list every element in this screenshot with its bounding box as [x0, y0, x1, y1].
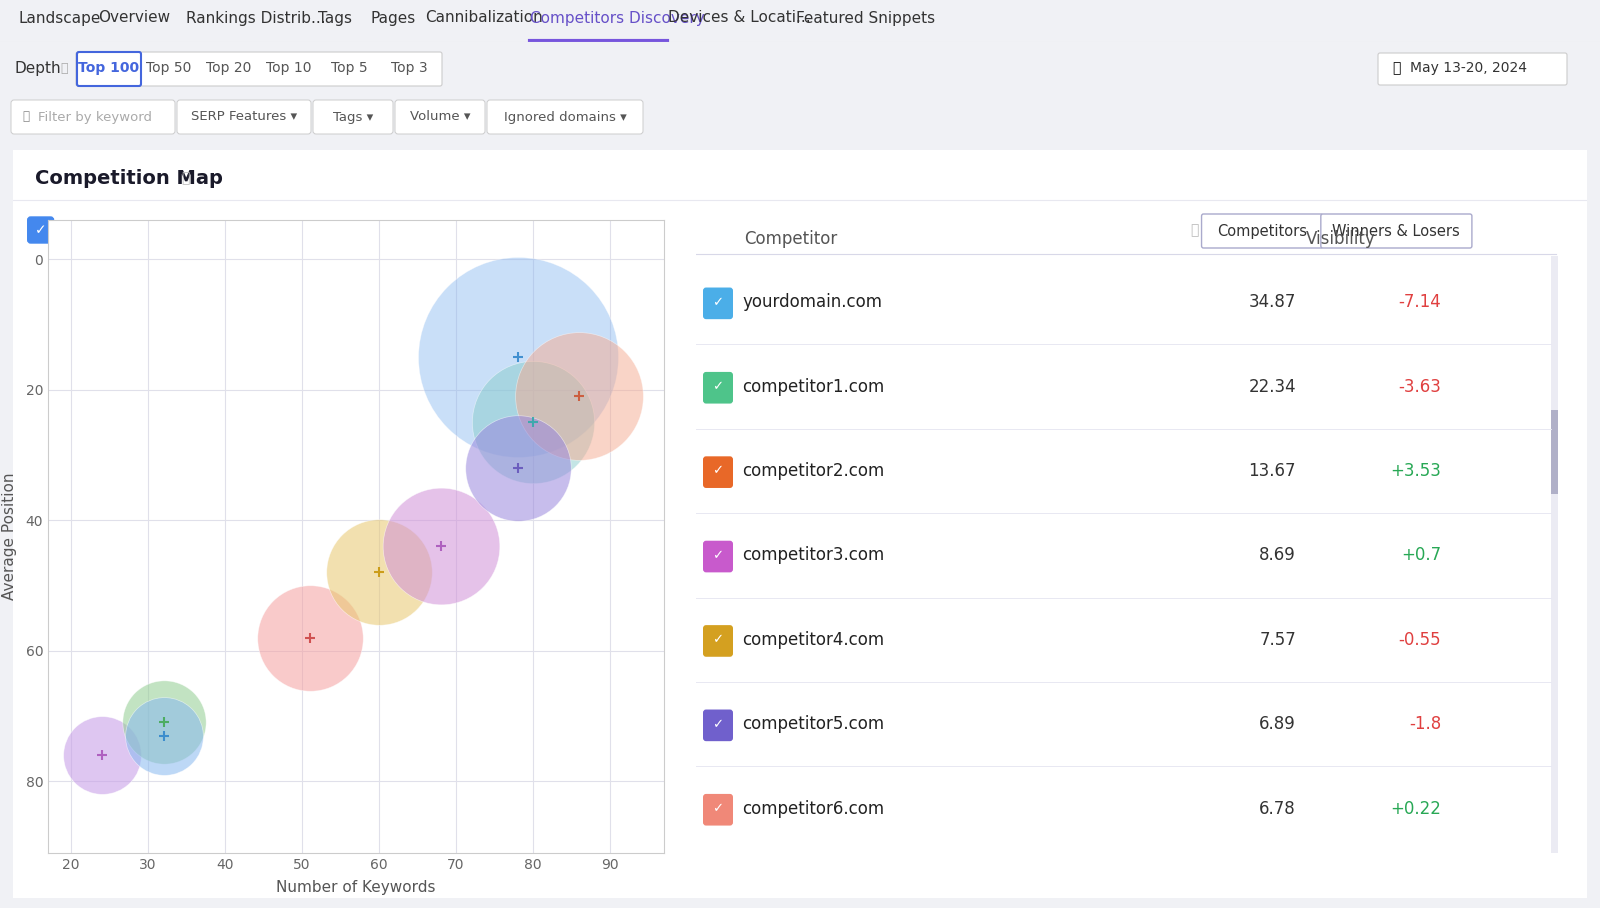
Point	[298, 630, 323, 645]
Text: 7.57: 7.57	[1259, 631, 1296, 649]
Text: Winners & Losers: Winners & Losers	[1333, 223, 1461, 239]
Point	[566, 389, 592, 403]
FancyBboxPatch shape	[77, 52, 442, 86]
Text: Tags: Tags	[318, 11, 352, 25]
Text: Pages: Pages	[370, 11, 416, 25]
Text: 🔍: 🔍	[22, 111, 29, 123]
FancyBboxPatch shape	[395, 100, 485, 134]
Text: Featured Snippets: Featured Snippets	[797, 11, 934, 25]
Text: Top 50: Top 50	[146, 61, 192, 75]
FancyBboxPatch shape	[702, 288, 733, 320]
Text: Rankings Distrib...: Rankings Distrib...	[186, 11, 326, 25]
Text: May 13-20, 2024: May 13-20, 2024	[1410, 61, 1526, 75]
Text: competitor3.com: competitor3.com	[742, 547, 885, 565]
Text: competitor6.com: competitor6.com	[742, 800, 885, 818]
Text: +0.22: +0.22	[1390, 800, 1442, 818]
Point	[90, 748, 115, 763]
FancyBboxPatch shape	[702, 372, 733, 403]
Text: ✓: ✓	[712, 802, 723, 815]
Text: Visibility: Visibility	[1306, 230, 1376, 248]
Text: Top 10: Top 10	[266, 61, 312, 75]
FancyBboxPatch shape	[1322, 214, 1472, 248]
Point	[506, 350, 531, 364]
Text: competitor1.com: competitor1.com	[742, 378, 885, 396]
Text: ✓: ✓	[712, 465, 723, 478]
Text: 📅: 📅	[1392, 61, 1400, 75]
FancyBboxPatch shape	[702, 709, 733, 741]
FancyBboxPatch shape	[11, 148, 1589, 900]
Text: ✓: ✓	[712, 549, 723, 562]
Text: Landscape: Landscape	[18, 11, 101, 25]
Text: 6.78: 6.78	[1259, 800, 1296, 818]
FancyBboxPatch shape	[702, 625, 733, 656]
Text: yourdomain.com: yourdomain.com	[742, 293, 882, 311]
Text: -0.55: -0.55	[1398, 631, 1442, 649]
Text: -7.14: -7.14	[1398, 293, 1442, 311]
FancyBboxPatch shape	[702, 457, 733, 488]
Text: Competitor: Competitor	[744, 230, 837, 248]
Text: +3.53: +3.53	[1390, 462, 1442, 480]
Text: 22.34: 22.34	[1248, 378, 1296, 396]
FancyBboxPatch shape	[702, 794, 733, 825]
Text: ✓: ✓	[35, 223, 46, 237]
Y-axis label: Average Position: Average Position	[2, 473, 18, 600]
Text: Overview: Overview	[98, 11, 170, 25]
FancyBboxPatch shape	[1378, 53, 1566, 85]
Text: ✓: ✓	[712, 296, 723, 309]
Text: Tags ▾: Tags ▾	[333, 111, 373, 123]
Text: +0.7: +0.7	[1402, 547, 1442, 565]
Point	[520, 415, 546, 429]
Text: 8.69: 8.69	[1259, 547, 1296, 565]
X-axis label: Number of Keywords: Number of Keywords	[277, 880, 435, 895]
Text: Filter by keyword: Filter by keyword	[38, 111, 152, 123]
Text: SERP Features ▾: SERP Features ▾	[190, 111, 298, 123]
Text: ✓: ✓	[712, 718, 723, 731]
Text: Top 3: Top 3	[390, 61, 427, 75]
Text: Cannibalization: Cannibalization	[426, 11, 542, 25]
Text: ✓: ✓	[712, 634, 723, 646]
Text: ⓘ: ⓘ	[61, 62, 67, 74]
FancyBboxPatch shape	[27, 217, 53, 243]
FancyBboxPatch shape	[1202, 214, 1323, 248]
Text: Volume ▾: Volume ▾	[410, 111, 470, 123]
FancyBboxPatch shape	[702, 541, 733, 572]
Text: Ignored domains ▾: Ignored domains ▾	[504, 111, 626, 123]
Text: Devices & Locati...: Devices & Locati...	[669, 11, 811, 25]
Text: competitor4.com: competitor4.com	[742, 631, 885, 649]
Text: ⓘ: ⓘ	[182, 171, 190, 185]
Text: competitor2.com: competitor2.com	[742, 462, 885, 480]
FancyBboxPatch shape	[77, 52, 141, 86]
Text: 6.89: 6.89	[1259, 716, 1296, 734]
Text: -3.63: -3.63	[1398, 378, 1442, 396]
Point	[427, 539, 453, 554]
Text: Smart zoom: Smart zoom	[61, 222, 158, 238]
FancyBboxPatch shape	[314, 100, 394, 134]
Text: Top 5: Top 5	[331, 61, 368, 75]
Text: Depth: Depth	[14, 61, 61, 75]
Text: 34.87: 34.87	[1248, 293, 1296, 311]
Text: Competitors Discovery: Competitors Discovery	[530, 11, 704, 25]
Text: Competition Map: Competition Map	[35, 169, 222, 187]
Text: ⓘ: ⓘ	[1190, 223, 1198, 237]
Text: Competitors: Competitors	[1218, 223, 1307, 239]
Point	[150, 728, 176, 743]
Text: competitor5.com: competitor5.com	[742, 716, 885, 734]
Point	[506, 460, 531, 475]
FancyBboxPatch shape	[11, 100, 174, 134]
FancyBboxPatch shape	[486, 100, 643, 134]
Text: ✓: ✓	[712, 380, 723, 393]
FancyBboxPatch shape	[1550, 256, 1558, 853]
Text: -1.8: -1.8	[1408, 716, 1442, 734]
FancyBboxPatch shape	[178, 100, 310, 134]
FancyBboxPatch shape	[1550, 410, 1558, 494]
Point	[366, 565, 392, 579]
Point	[150, 716, 176, 730]
Text: Top 20: Top 20	[206, 61, 251, 75]
Text: Top 100: Top 100	[78, 61, 139, 75]
Text: 13.67: 13.67	[1248, 462, 1296, 480]
